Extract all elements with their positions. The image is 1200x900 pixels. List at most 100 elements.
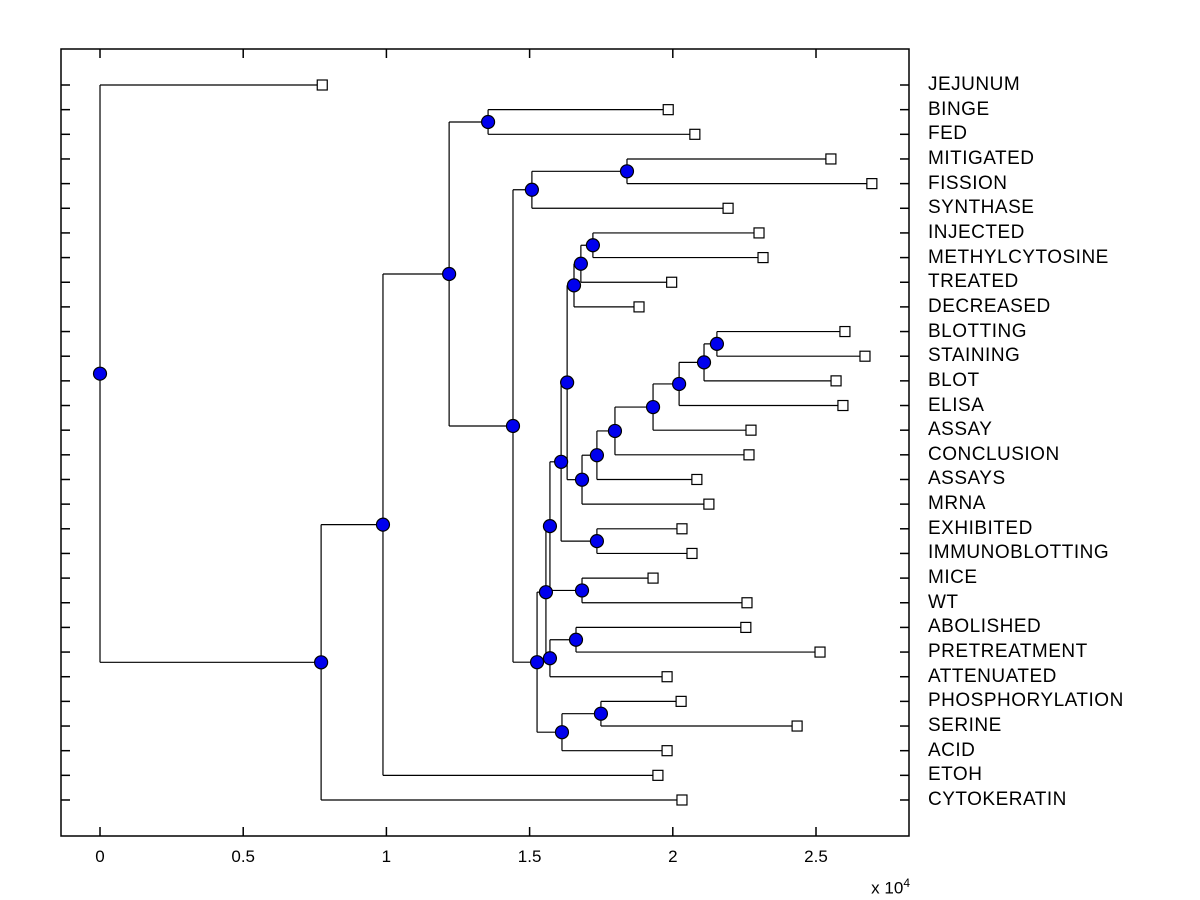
cluster-node-marker bbox=[480, 114, 496, 130]
leaf-label-elisa: ELISA bbox=[928, 394, 985, 416]
leaf-label-blotting: BLOTTING bbox=[928, 320, 1028, 342]
cluster-node-marker bbox=[672, 376, 687, 392]
leaf-marker-fission bbox=[866, 178, 878, 190]
cluster-node-marker bbox=[568, 632, 584, 647]
leaf-marker-conclusion bbox=[743, 449, 755, 461]
leaf-marker-injected bbox=[753, 227, 765, 239]
leaf-label-decreased: DECREASED bbox=[928, 295, 1051, 317]
leaf-marker-assays bbox=[691, 473, 703, 486]
leaf-label-binge: BINGE bbox=[928, 98, 990, 120]
leaf-label-fed: FED bbox=[928, 123, 968, 145]
plot-border bbox=[60, 48, 910, 837]
x-tick-label-0: 0 bbox=[95, 847, 105, 866]
leaf-marker-abolished bbox=[740, 621, 752, 634]
cluster-node-marker bbox=[505, 418, 521, 434]
x-tick-label-2: 2 bbox=[668, 847, 678, 866]
x-tick-label-1: 1 bbox=[381, 847, 392, 866]
leaf-label-mice: MICE bbox=[928, 567, 978, 589]
leaf-label-treated: TREATED bbox=[928, 271, 1019, 293]
cluster-node-marker bbox=[589, 534, 605, 549]
cluster-node-marker bbox=[709, 336, 725, 351]
leaf-label-attenuated: ATTENUATED bbox=[928, 665, 1057, 687]
leaf-marker-wt bbox=[741, 597, 753, 609]
cluster-node-marker bbox=[542, 651, 558, 666]
leaf-marker-acid bbox=[661, 745, 673, 757]
leaf-label-immunoblotting: IMMUNOBLOTTING bbox=[928, 542, 1110, 564]
leaf-label-assays: ASSAYS bbox=[928, 468, 1006, 490]
cluster-node-marker bbox=[593, 706, 609, 721]
leaf-label-conclusion: CONCLUSION bbox=[928, 443, 1060, 465]
cluster-node-marker bbox=[542, 519, 558, 534]
x-tick-label-1.5: 1.5 bbox=[517, 847, 542, 866]
cluster-node-marker bbox=[574, 472, 590, 487]
cluster-node-marker bbox=[560, 375, 575, 390]
leaf-marker-decreased bbox=[633, 301, 645, 313]
leaf-marker-serine bbox=[791, 720, 803, 732]
cluster-node-marker bbox=[574, 583, 590, 598]
leaf-marker-blotting bbox=[839, 325, 851, 338]
leaf-marker-jejunum bbox=[316, 79, 328, 91]
cluster-node-marker bbox=[585, 238, 601, 253]
leaf-marker-phosphorylation bbox=[675, 695, 687, 707]
cluster-node-marker bbox=[645, 399, 661, 415]
leaf-label-staining: STAINING bbox=[928, 345, 1021, 367]
cluster-node-marker bbox=[529, 655, 545, 670]
leaf-marker-mitigated bbox=[825, 153, 837, 165]
leaf-label-cytokeratin: CYTOKERATIN bbox=[928, 788, 1067, 810]
cluster-node-marker bbox=[554, 725, 570, 740]
leaf-label-methylcytosine: METHYLCYTOSINE bbox=[928, 246, 1109, 268]
leaf-marker-binge bbox=[662, 104, 674, 116]
leaf-label-abolished: ABOLISHED bbox=[928, 616, 1042, 638]
leaf-marker-staining bbox=[859, 350, 871, 362]
leaf-marker-synthase bbox=[722, 202, 734, 214]
x-axis-scale-exponent: 4 bbox=[903, 876, 910, 890]
cluster-node-marker bbox=[619, 164, 635, 179]
leaf-label-fission: FISSION bbox=[928, 172, 1008, 194]
leaf-label-pretreatment: PRETREATMENT bbox=[928, 641, 1088, 663]
cluster-node-marker bbox=[538, 585, 554, 600]
leaf-label-assay: ASSAY bbox=[928, 419, 993, 441]
cluster-node-marker bbox=[696, 355, 712, 370]
x-axis-scale-label: x 104 bbox=[871, 876, 910, 899]
leaf-marker-mice bbox=[647, 572, 659, 584]
leaf-marker-assay bbox=[745, 424, 757, 436]
leaf-label-mrna: MRNA bbox=[928, 493, 986, 515]
leaf-label-jejunum: JEJUNUM bbox=[928, 74, 1021, 95]
leaf-label-acid: ACID bbox=[928, 739, 976, 761]
leaf-marker-mrna bbox=[703, 498, 715, 510]
leaf-marker-cytokeratin bbox=[676, 794, 688, 806]
leaf-label-exhibited: EXHIBITED bbox=[928, 517, 1033, 539]
cluster-node-marker bbox=[554, 454, 569, 469]
leaf-label-mitigated: MITIGATED bbox=[928, 147, 1035, 169]
leaf-label-blot: BLOT bbox=[928, 369, 980, 391]
leaf-label-etoh: ETOH bbox=[928, 764, 983, 786]
leaf-label-wt: WT bbox=[928, 591, 959, 613]
leaf-marker-attenuated bbox=[661, 671, 673, 683]
x-axis-scale-base: x 10 bbox=[871, 878, 904, 898]
cluster-node-marker bbox=[566, 278, 582, 293]
leaf-label-synthase: SYNTHASE bbox=[928, 197, 1035, 219]
cluster-node-marker bbox=[442, 266, 457, 282]
leaf-marker-methylcytosine bbox=[757, 251, 769, 264]
cluster-node-marker bbox=[92, 366, 108, 381]
cluster-node-marker bbox=[589, 448, 605, 463]
cluster-node-marker bbox=[375, 517, 391, 532]
cluster-node-marker bbox=[524, 182, 539, 197]
leaf-label-injected: INJECTED bbox=[928, 221, 1025, 243]
leaf-marker-treated bbox=[666, 276, 678, 288]
leaf-marker-exhibited bbox=[676, 523, 688, 535]
leaf-marker-elisa bbox=[837, 399, 849, 412]
leaf-marker-immunoblotting bbox=[686, 547, 698, 560]
cluster-node-marker bbox=[573, 256, 588, 271]
leaf-label-serine: SERINE bbox=[928, 715, 1002, 737]
leaf-marker-fed bbox=[689, 128, 701, 140]
x-tick-label-0.5: 0.5 bbox=[231, 847, 256, 866]
leaf-marker-pretreatment bbox=[814, 646, 826, 658]
cluster-node-marker bbox=[314, 655, 329, 670]
leaf-marker-etoh bbox=[652, 769, 664, 781]
leaf-marker-blot bbox=[830, 375, 842, 387]
cluster-node-marker bbox=[607, 423, 623, 439]
leaf-label-phosphorylation: PHOSPHORYLATION bbox=[928, 690, 1124, 712]
